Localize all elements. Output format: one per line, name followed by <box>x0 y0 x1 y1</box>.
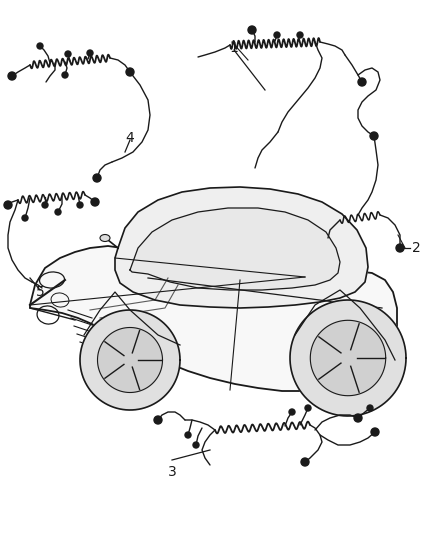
Circle shape <box>370 132 378 140</box>
Circle shape <box>297 32 303 38</box>
Circle shape <box>367 405 373 411</box>
Circle shape <box>42 202 48 208</box>
Circle shape <box>354 414 362 422</box>
Circle shape <box>274 32 280 38</box>
Circle shape <box>371 428 379 436</box>
Text: 4: 4 <box>126 131 134 145</box>
Circle shape <box>4 201 12 209</box>
Circle shape <box>126 68 134 76</box>
Circle shape <box>289 409 295 415</box>
Text: 3: 3 <box>168 465 177 479</box>
Polygon shape <box>98 327 162 392</box>
Text: 2: 2 <box>412 241 420 255</box>
Circle shape <box>37 43 43 49</box>
Circle shape <box>193 442 199 448</box>
Circle shape <box>358 78 366 86</box>
Circle shape <box>305 405 311 411</box>
Circle shape <box>301 458 309 466</box>
Circle shape <box>91 198 99 206</box>
Polygon shape <box>290 300 406 416</box>
Circle shape <box>65 51 71 57</box>
Text: 1: 1 <box>230 41 238 55</box>
Ellipse shape <box>100 235 110 241</box>
Circle shape <box>8 72 16 80</box>
Circle shape <box>55 209 61 215</box>
Circle shape <box>62 72 68 78</box>
Polygon shape <box>80 310 180 410</box>
Circle shape <box>396 244 404 252</box>
Circle shape <box>185 432 191 438</box>
Circle shape <box>77 202 83 208</box>
Text: 5: 5 <box>35 285 44 299</box>
Polygon shape <box>115 187 368 308</box>
Circle shape <box>154 416 162 424</box>
Circle shape <box>22 215 28 221</box>
Polygon shape <box>130 208 340 290</box>
Circle shape <box>87 50 93 56</box>
Polygon shape <box>30 246 397 391</box>
Circle shape <box>248 26 256 34</box>
Circle shape <box>93 174 101 182</box>
Polygon shape <box>310 320 386 395</box>
